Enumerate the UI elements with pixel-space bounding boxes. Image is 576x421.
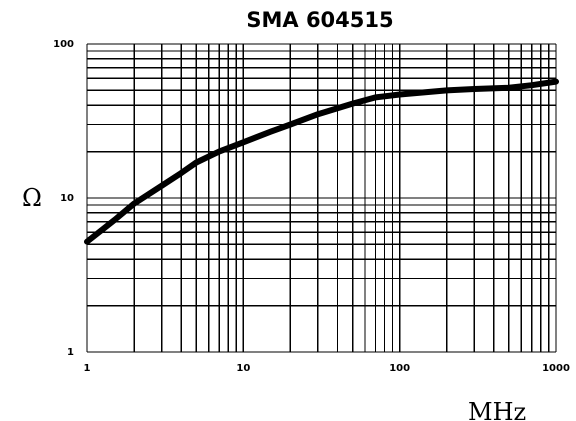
y-axis-label: Ω: [22, 184, 42, 212]
x-tick-label: 100: [389, 363, 410, 374]
y-tick-label: 1: [67, 347, 74, 358]
chart-title: SMA 604515: [246, 8, 393, 32]
x-tick-label: 10: [236, 363, 250, 374]
y-tick-label: 10: [60, 193, 74, 204]
x-axis-label: MHz: [468, 398, 526, 421]
x-tick-label: 1: [84, 363, 91, 374]
tick-labels: 1 10 100 1000 1 10 100: [53, 39, 570, 374]
y-tick-label: 100: [53, 39, 74, 50]
grid: [86, 43, 557, 353]
series-line: [84, 78, 559, 245]
x-tick-label: 1000: [542, 363, 570, 374]
